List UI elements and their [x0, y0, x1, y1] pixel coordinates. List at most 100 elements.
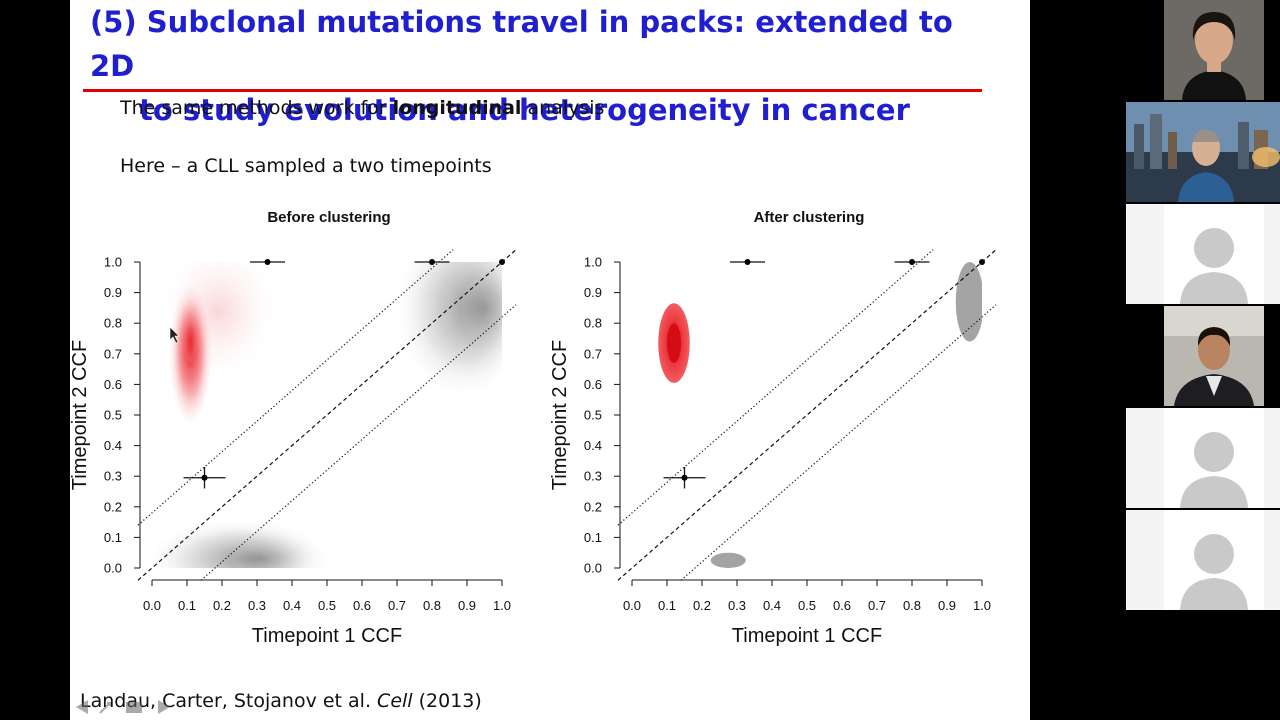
mouse-cursor-icon	[169, 326, 180, 344]
x-tick-label: 1.0	[493, 598, 511, 613]
x-tick-label: 0.2	[213, 598, 231, 613]
y-tick-label: 0.4	[104, 438, 122, 453]
cluster-3	[710, 552, 746, 568]
y-tick-label: 0.8	[584, 316, 602, 331]
participant-tile-4[interactable]	[1126, 306, 1280, 406]
x-tick-label: 0.1	[658, 598, 676, 613]
y-tick-label: 0.1	[584, 530, 602, 545]
y-tick-label: 0.9	[104, 285, 122, 300]
x-tick-label: 0.7	[868, 598, 886, 613]
charts-area: 0.0 0.1 0.2 0.3 0.4 0.5 0.6 0.7 0.8 0.9 1.0 0.0 0.1 0…	[70, 209, 997, 647]
y-tick-label: 0.5	[104, 408, 122, 423]
density-contour-1	[183, 317, 198, 365]
cluster-2	[955, 262, 982, 342]
avatar-placeholder-icon	[1164, 408, 1264, 508]
participant-tile-1[interactable]	[1126, 0, 1280, 100]
x-axis-label: Timepoint 1 CCF	[252, 625, 402, 647]
chart-title: After clustering	[754, 209, 865, 226]
data-point	[681, 474, 688, 481]
y-tick-label: 0.1	[104, 530, 122, 545]
slide-title: (5) Subclonal mutations travel in packs:…	[90, 0, 990, 132]
citation-authors: Landau, Carter, Stojanov et al.	[80, 690, 378, 712]
participant-tile-6[interactable]	[1126, 510, 1280, 610]
avatar-placeholder-icon	[1164, 510, 1264, 610]
subtitle-text: Here – a CLL sampled a two timepoints	[120, 155, 492, 177]
x-tick-label: 0.6	[353, 598, 371, 613]
y-tick-label: 1.0	[584, 255, 602, 270]
x-tick-label: 0.0	[623, 598, 641, 613]
x-tick-label: 0.3	[248, 598, 266, 613]
participant-1-video	[1164, 0, 1264, 100]
y-tick-label: 1.0	[104, 255, 122, 270]
data-point	[979, 259, 985, 265]
video-participants-panel	[1126, 0, 1280, 614]
reference-line-dotted	[680, 304, 997, 581]
x-tick-label: 0.8	[903, 598, 921, 613]
y-tick-label: 0.0	[584, 561, 602, 576]
density-layer	[152, 262, 502, 568]
next-slide-icon[interactable]	[158, 700, 170, 714]
data-point	[201, 474, 208, 481]
slide-navigation-controls[interactable]	[74, 697, 184, 717]
slide-title-line-1: (5) Subclonal mutations travel in packs:…	[90, 5, 953, 83]
intro-suffix: analysis	[521, 97, 605, 119]
x-tick-label: 0.7	[388, 598, 406, 613]
previous-slide-icon[interactable]	[76, 700, 88, 714]
x-tick-label: 0.1	[178, 598, 196, 613]
participant-4-video	[1164, 306, 1264, 406]
person-silhouette-icon	[1182, 70, 1246, 100]
x-tick-label: 0.5	[798, 598, 816, 613]
intro-text: The same methods work for longitudinal a…	[120, 97, 604, 119]
x-tick-label: 0.2	[693, 598, 711, 613]
pen-icon[interactable]	[99, 702, 111, 714]
slide-menu-icon[interactable]	[126, 702, 142, 713]
density-contour-3	[226, 544, 295, 568]
intro-prefix: The same methods work for	[120, 97, 393, 119]
y-tick-label: 0.7	[584, 346, 602, 361]
y-tick-label: 0.0	[104, 561, 122, 576]
avatar-placeholder-icon	[1164, 204, 1264, 304]
density-contour-2	[459, 274, 502, 341]
y-tick-label: 0.9	[584, 285, 602, 300]
x-tick-label: 0.4	[763, 598, 781, 613]
y-tick-label: 0.8	[104, 316, 122, 331]
cluster-core	[666, 323, 682, 363]
y-tick-label: 0.3	[584, 469, 602, 484]
chart-1: 0.0 0.1 0.2 0.3 0.4 0.5 0.6 0.7 0.8 0.9 1.0 0.0 0.1 0…	[70, 209, 517, 647]
x-tick-label: 0.4	[283, 598, 301, 613]
citation: Landau, Carter, Stojanov et al. Cell (20…	[80, 690, 482, 712]
y-tick-label: 0.5	[584, 408, 602, 423]
x-tick-label: 0.9	[458, 598, 476, 613]
data-point	[744, 259, 751, 265]
reference-line-dotted	[200, 304, 517, 581]
participant-tile-3[interactable]	[1126, 204, 1280, 304]
data-point	[264, 259, 271, 265]
data-point	[909, 259, 915, 265]
slide-title-line-2: to study evolution and heterogeneity in …	[139, 93, 910, 127]
reference-line-dotted	[617, 249, 934, 526]
y-tick-label: 0.6	[584, 377, 602, 392]
x-tick-label: 1.0	[973, 598, 991, 613]
x-tick-label: 0.8	[423, 598, 441, 613]
participant-tile-2[interactable]	[1126, 102, 1280, 202]
y-tick-label: 0.2	[104, 499, 122, 514]
x-tick-label: 0.3	[728, 598, 746, 613]
reference-line-dotted	[137, 249, 454, 526]
x-tick-label: 0.0	[143, 598, 161, 613]
y-tick-label: 0.7	[104, 346, 122, 361]
y-axis-label: Timepoint 2 CCF	[549, 340, 571, 490]
x-tick-label: 0.9	[938, 598, 956, 613]
data-point	[429, 259, 435, 265]
density-layer	[658, 262, 982, 568]
y-axis-label: Timepoint 2 CCF	[70, 340, 91, 490]
x-tick-label: 0.6	[833, 598, 851, 613]
y-tick-label: 0.6	[104, 377, 122, 392]
participant-tile-5[interactable]	[1126, 408, 1280, 508]
y-tick-label: 0.4	[584, 438, 602, 453]
citation-year: (2013)	[412, 690, 482, 712]
reference-line-dashed	[617, 249, 997, 581]
x-tick-label: 0.5	[318, 598, 336, 613]
x-axis-label: Timepoint 1 CCF	[732, 625, 882, 647]
presentation-slide: (5) Subclonal mutations travel in packs:…	[70, 0, 1030, 720]
chart-2: 0.0 0.1 0.2 0.3 0.4 0.5 0.6 0.7 0.8 0.9 1.0 0.0 0.1 0…	[549, 209, 997, 647]
